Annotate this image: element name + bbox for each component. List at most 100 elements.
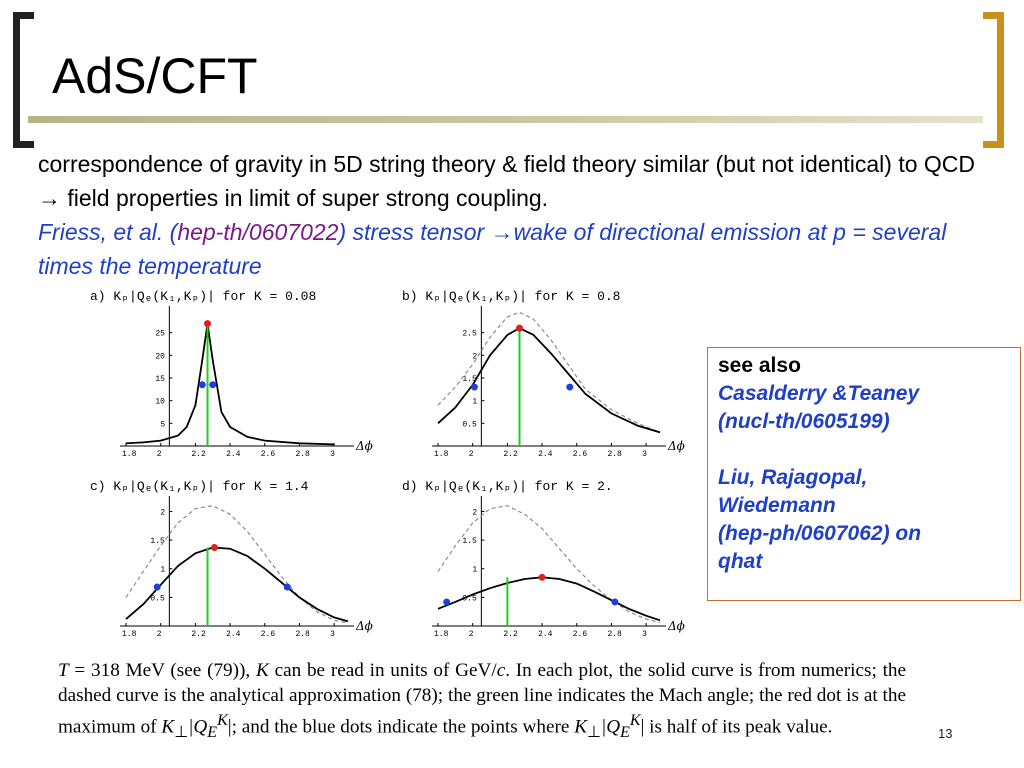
page-number: 13 (938, 726, 953, 741)
see-also-heading: see also (718, 354, 801, 377)
x-tick-label: 2.4 (226, 630, 241, 639)
half-max-dot (443, 598, 451, 606)
plot-title: a) Kₚ|Qₑ(K₁,Kₚ)| for K = 0.08 (90, 289, 316, 304)
y-tick-label: 15 (155, 375, 165, 384)
caption-seg: |Q (188, 716, 208, 738)
x-tick-label: 1.8 (434, 450, 449, 459)
half-max-dot (153, 583, 161, 591)
y-tick-label: 1.5 (462, 537, 477, 546)
y-tick-label: 20 (155, 352, 165, 361)
body-text: correspondence of gravity in 5D string t… (38, 151, 976, 211)
x-tick-label: 2.8 (607, 450, 622, 459)
plot-d: d) Kₚ|Qₑ(K₁,Kₚ)| for K = 2. 1.8 2 2.2 2.4 2.6… (400, 474, 690, 664)
caption-seg: E (620, 724, 630, 742)
half-max-dot (209, 381, 217, 389)
x-tick-label: 2 (157, 630, 162, 639)
plot-title: c) Kₚ|Qₑ(K₁,Kₚ)| for K = 1.4 (90, 479, 309, 494)
caption-seg: . In each plot, the solid curve is from … (58, 660, 907, 738)
plot-title: d) Kₚ|Qₑ(K₁,Kₚ)| for K = 2. (402, 479, 613, 494)
reference-2-line4: qhat (718, 550, 763, 573)
reference-2-line3: (hep-ph/0607062) on (718, 522, 922, 545)
y-tick-label: 2 (472, 352, 477, 361)
y-tick-label: 10 (155, 398, 165, 407)
slide-title: AdS/CFT (52, 48, 258, 104)
caption-seg: K (256, 660, 269, 681)
plot-title: b) Kₚ|Qₑ(K₁,Kₚ)| for K = 0.8 (402, 289, 621, 304)
caption-seg: can be read in units of GeV/ (268, 660, 497, 681)
reference-2-line2: Wiedemann (718, 494, 836, 517)
x-tick-label: 2.6 (573, 630, 588, 639)
x-tick-label: 2.6 (573, 450, 588, 459)
caption-seg: | is half of its peak value. (640, 716, 833, 738)
caption-seg: |Q (600, 716, 621, 738)
x-tick-label: 2.6 (261, 630, 276, 639)
caption-seg: |; and the blue dots indicate the points… (227, 716, 575, 738)
x-tick-label: 2.2 (503, 630, 518, 639)
caption-seg: T (58, 660, 69, 681)
x-tick-label: 1.8 (434, 630, 449, 639)
x-tick-label: 2.8 (295, 450, 310, 459)
plot-c: c) Kₚ|Qₑ(K₁,Kₚ)| for K = 1.4 1.8 2 2.2 2.4 2.… (88, 474, 378, 664)
x-tick-label: 2.4 (226, 450, 241, 459)
caption-seg: K (629, 712, 641, 729)
plot-a: a) Kₚ|Qₑ(K₁,Kₚ)| for K = 0.08 1.8 2 2.2 2.4 2… (88, 284, 378, 474)
citation-description: ) stress tensor →wake of directional emi… (38, 219, 947, 279)
x-tick-label: 2 (469, 630, 474, 639)
title-bracket-right (983, 12, 1004, 148)
caption-seg: K (161, 716, 175, 738)
x-tick-label: 1.8 (122, 630, 137, 639)
reference-1-authors: Casalderry &Teaney (718, 382, 920, 405)
x-tick-label: 2.2 (191, 450, 206, 459)
x-tick-label: 2.2 (503, 450, 518, 459)
y-tick-label: 25 (155, 330, 165, 339)
y-tick-label: 0.5 (462, 594, 477, 603)
caption-seg: c (496, 660, 506, 681)
y-tick-label: 1.5 (462, 375, 477, 384)
y-tick-label: 0.5 (462, 420, 477, 429)
half-max-dot (283, 583, 291, 591)
y-tick-label: 2 (472, 508, 477, 517)
y-tick-label: 1.5 (150, 537, 165, 546)
y-tick-label: 1 (472, 566, 477, 575)
see-also-box: see also Casalderry &Teaney (nucl-th/060… (707, 347, 1021, 601)
x-tick-label: 3 (330, 630, 335, 639)
plot-d-svg: d) Kₚ|Qₑ(K₁,Kₚ)| for K = 2. 1.8 2 2.2 2.4 2.6… (402, 479, 685, 639)
x-tick-label: 3 (330, 450, 335, 459)
x-axis-label: Δϕ (667, 619, 685, 633)
y-tick-label: 2.5 (462, 330, 477, 339)
dashed-curve (125, 505, 349, 624)
x-tick-label: 2.6 (261, 450, 276, 459)
reference-2-line1: Liu, Rajagopal, (718, 466, 868, 489)
solid-curve (437, 576, 661, 622)
caption-seg: ⊥ (174, 724, 189, 742)
caption-seg: E (207, 724, 218, 742)
half-max-dot (566, 383, 574, 391)
citation-link[interactable]: hep-th/0607022 (177, 219, 339, 245)
half-max-dot (198, 381, 206, 389)
solid-curve (125, 323, 335, 446)
x-tick-label: 3 (642, 630, 647, 639)
plot-c-svg: c) Kₚ|Qₑ(K₁,Kₚ)| for K = 1.4 1.8 2 2.2 2.4 2.… (90, 479, 373, 639)
caption-seg: K (217, 712, 228, 729)
dashed-curve (437, 505, 661, 624)
citation-text: Friess, et al. ( (38, 219, 178, 245)
title-underline (28, 116, 983, 123)
peak-dot (204, 320, 212, 328)
half-max-dot (611, 598, 619, 606)
x-tick-label: 2.8 (607, 630, 622, 639)
x-axis-label: Δϕ (355, 439, 373, 453)
reference-1-id: (nucl-th/0605199) (718, 410, 890, 433)
peak-dot (538, 573, 546, 581)
x-tick-label: 2 (469, 450, 474, 459)
peak-dot (210, 544, 218, 552)
y-tick-label: 5 (160, 420, 165, 429)
y-tick-label: 1 (472, 398, 477, 407)
caption-seg: = 318 MeV (see (79)), (68, 660, 256, 681)
y-tick-label: 1 (160, 566, 165, 575)
y-tick-label: 0.5 (150, 594, 165, 603)
x-tick-label: 2.4 (538, 450, 553, 459)
title-bracket-left (13, 12, 34, 148)
x-tick-label: 3 (642, 450, 647, 459)
plot-b: b) Kₚ|Qₑ(K₁,Kₚ)| for K = 0.8 1.8 2 2.2 2.4 2.… (400, 284, 690, 474)
x-tick-label: 2.2 (191, 630, 206, 639)
